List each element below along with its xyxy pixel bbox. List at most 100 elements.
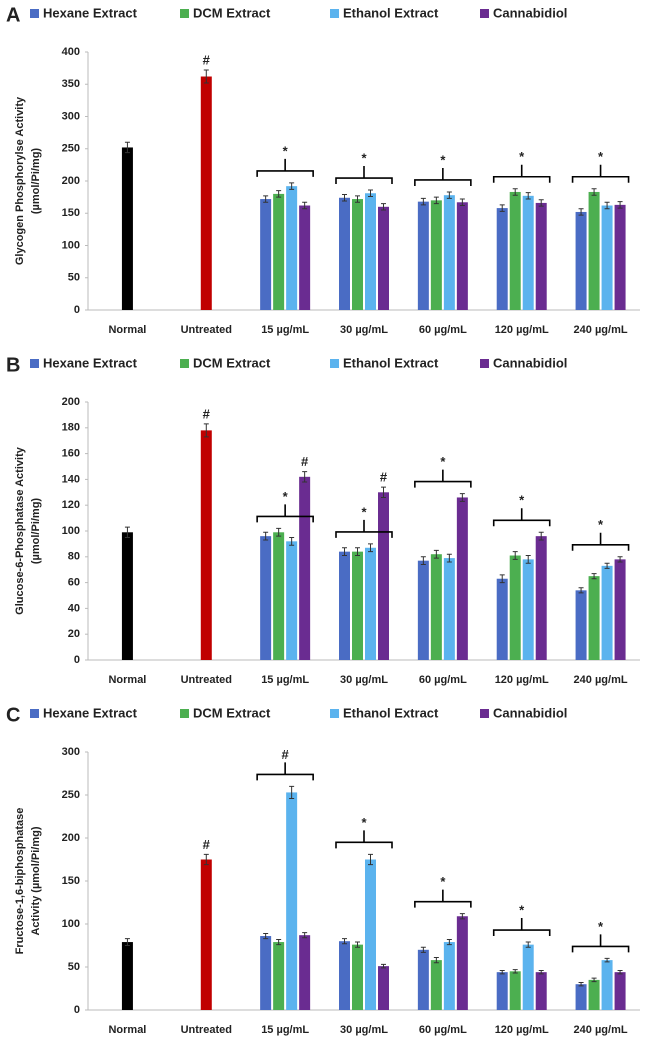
- y-tick-label: 180: [62, 422, 80, 434]
- panel-label: B: [6, 354, 20, 376]
- bracket: [335, 519, 393, 538]
- legend-swatch: [480, 9, 489, 18]
- y-tick-label: 300: [62, 110, 80, 122]
- significance-mark: *: [519, 149, 525, 164]
- error-bar: [604, 957, 610, 963]
- x-tick-label: 240 µg/mL: [574, 1024, 628, 1036]
- error-bar: [433, 196, 439, 205]
- panel-label: C: [6, 704, 20, 726]
- error-bar: [512, 188, 518, 196]
- error-bar: [420, 197, 426, 206]
- error-bar: [459, 493, 465, 502]
- bracket: [335, 830, 393, 849]
- error-bar: [525, 555, 531, 564]
- error-bar: [578, 587, 584, 594]
- legend-label: Ethanol Extract: [343, 705, 439, 720]
- bar: [299, 205, 311, 310]
- bar: [522, 195, 534, 310]
- legend-label: Hexane Extract: [43, 5, 138, 20]
- x-tick-label: 30 µg/mL: [340, 324, 388, 336]
- bar: [339, 941, 350, 1010]
- bar: [575, 984, 587, 1010]
- significance-mark: *: [598, 149, 604, 164]
- bar: [588, 979, 600, 1010]
- error-bar: [276, 190, 282, 198]
- y-axis-title: Glycogen Phosphorylse Activity: [14, 96, 26, 265]
- error-bar: [525, 192, 531, 200]
- error-bar: [276, 527, 282, 537]
- y-tick-label: 0: [74, 654, 80, 666]
- bracket: [492, 164, 551, 183]
- error-bar: [499, 574, 505, 584]
- bar: [443, 195, 455, 310]
- bar: [575, 211, 587, 310]
- bar: [614, 204, 626, 310]
- error-bar: [302, 471, 308, 483]
- significance-mark: #: [380, 470, 388, 485]
- error-bar: [446, 553, 452, 563]
- bar: [200, 76, 212, 310]
- error-bar: [604, 562, 610, 569]
- bar: [299, 476, 311, 660]
- y-tick-label: 150: [62, 207, 80, 219]
- y-tick-label: 100: [62, 525, 80, 537]
- error-bar: [124, 526, 130, 538]
- x-tick-label: 60 µg/mL: [419, 324, 467, 336]
- bar: [601, 565, 613, 660]
- x-tick-label: Untreated: [181, 1024, 232, 1036]
- bar: [430, 200, 442, 310]
- bar: [286, 186, 298, 310]
- bar: [273, 193, 285, 310]
- error-bar: [355, 195, 360, 203]
- bar: [535, 972, 547, 1010]
- bar: [588, 576, 600, 660]
- x-tick-label: 30 µg/mL: [340, 1024, 388, 1036]
- significance-mark: *: [440, 152, 446, 167]
- y-tick-label: 300: [62, 746, 80, 758]
- significance-mark: *: [519, 493, 525, 508]
- y-tick-label: 350: [62, 78, 80, 90]
- error-bar: [203, 69, 209, 84]
- bracket: [492, 918, 551, 937]
- x-tick-label: 15 µg/mL: [261, 674, 309, 686]
- bar: [352, 199, 363, 310]
- y-tick-label: 250: [62, 789, 80, 801]
- y-tick-label: 0: [74, 1004, 80, 1016]
- error-bar: [263, 932, 269, 940]
- y-tick-label: 80: [68, 551, 80, 563]
- bar: [260, 199, 272, 310]
- significance-mark: *: [361, 815, 367, 830]
- x-tick-label: 15 µg/mL: [261, 1024, 309, 1036]
- bar: [535, 202, 547, 310]
- error-bar: [617, 969, 623, 975]
- error-bar: [263, 531, 269, 541]
- error-bar: [355, 547, 360, 557]
- bracket: [256, 158, 314, 177]
- bar: [378, 966, 389, 1010]
- x-tick-label: Normal: [108, 1024, 146, 1036]
- bar: [535, 536, 547, 660]
- bracket: [492, 508, 551, 527]
- bracket: [256, 762, 314, 781]
- bar: [601, 205, 613, 310]
- bar: [260, 936, 272, 1010]
- error-bar: [420, 946, 426, 953]
- y-tick-label: 0: [74, 304, 80, 316]
- bar: [365, 547, 376, 660]
- error-bar: [538, 199, 544, 207]
- significance-mark: *: [598, 517, 604, 532]
- legend-swatch: [330, 9, 339, 18]
- bar: [352, 944, 363, 1010]
- error-bar: [433, 957, 439, 964]
- legend-label: DCM Extract: [193, 5, 271, 20]
- significance-mark: *: [440, 874, 446, 889]
- y-tick-label: 250: [62, 143, 80, 155]
- significance-mark: #: [301, 454, 309, 469]
- legend-label: DCM Extract: [193, 705, 271, 720]
- significance-mark: #: [203, 837, 211, 852]
- error-bar: [381, 486, 386, 498]
- bar: [339, 551, 350, 660]
- x-tick-label: Untreated: [181, 324, 232, 336]
- bar: [509, 555, 521, 660]
- error-bar: [538, 969, 544, 975]
